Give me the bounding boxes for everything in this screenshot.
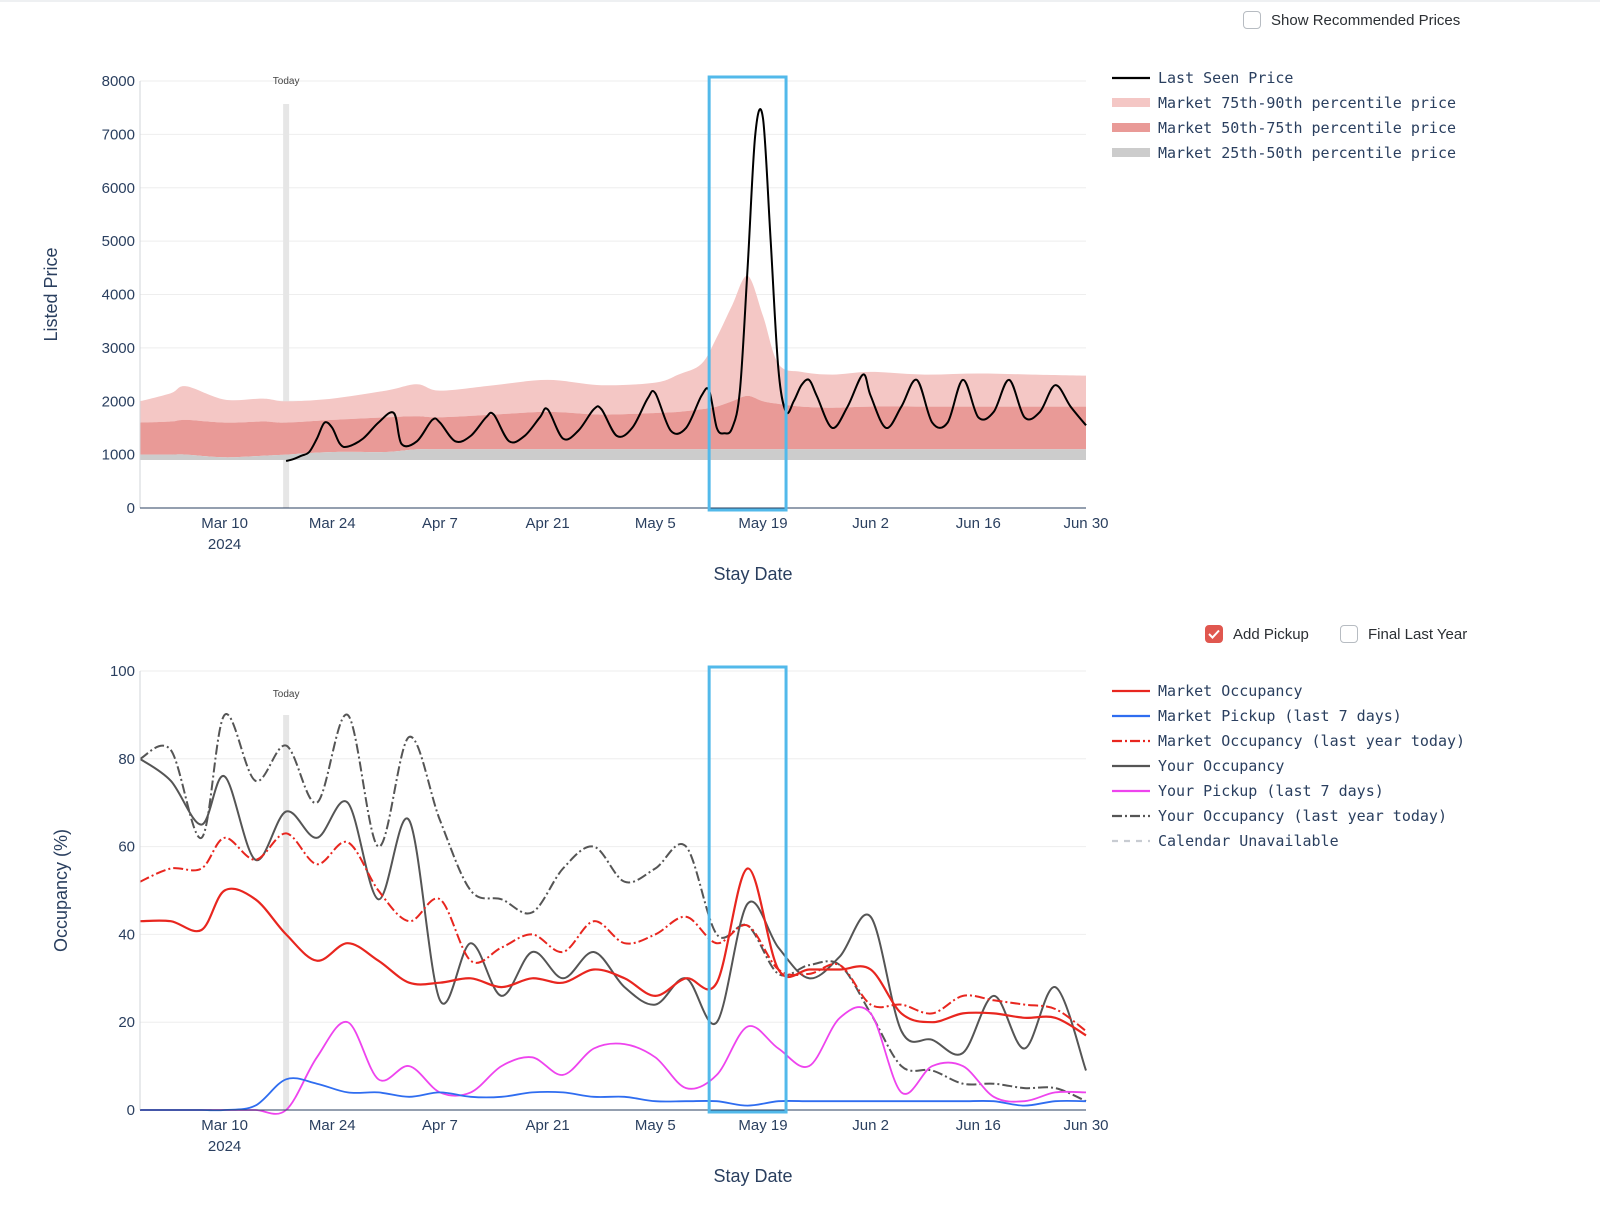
add-pickup-box[interactable] — [1205, 625, 1223, 643]
show-recommended-box[interactable] — [1243, 11, 1261, 29]
show-recommended-checkbox[interactable]: Show Recommended Prices — [1243, 11, 1460, 29]
y-axis-title: Listed Price — [41, 247, 61, 341]
x-tick-label: Jun 16 — [956, 515, 1001, 532]
highlight-box — [707, 75, 788, 512]
price-chart: 0 1000 2000 3000 4000 5000 6000 7000 8000 Today Ma… — [41, 69, 1456, 584]
legend-item-your-pickup-last-7-days: Your Pickup (last 7 days) — [1112, 782, 1384, 800]
x-tick-label: Apr 21 — [526, 515, 570, 532]
series-market-pickup-last-7-days — [139, 1077, 1087, 1112]
series-last-seen-price — [285, 108, 1087, 462]
x-tick-label: Mar 10 — [201, 1117, 248, 1134]
legend-item-last-seen-price: Last Seen Price — [1112, 69, 1293, 87]
x-tick-label: Jun 2 — [852, 1117, 889, 1134]
x-tick-label: Mar 24 — [309, 1117, 356, 1134]
legend-swatch — [1112, 123, 1150, 132]
x-axis-title: Stay Date — [713, 564, 792, 584]
today-marker — [283, 104, 290, 508]
y-tick-label: 60 — [118, 839, 135, 856]
legend-label: Market Occupancy — [1158, 682, 1303, 700]
y-tick-label: 8000 — [102, 73, 135, 90]
final-last-year-checkbox[interactable]: Final Last Year — [1340, 625, 1467, 643]
x-tick-label: Jun 16 — [956, 1117, 1001, 1134]
y-tick-label: 0 — [127, 500, 135, 517]
x-tick-label: May 19 — [738, 1117, 787, 1134]
legend-item-your-occupancy: Your Occupancy — [1112, 757, 1284, 775]
band-p75-90 — [140, 275, 1086, 423]
legend-label: Your Occupancy (last year today) — [1158, 807, 1447, 825]
x-tick-label: May 5 — [635, 515, 676, 532]
y-tick-label: 7000 — [102, 126, 135, 143]
legend-label: Last Seen Price — [1158, 69, 1293, 87]
band-p25-50 — [140, 449, 1086, 460]
legend-item-market-occupancy-last-year-today: Market Occupancy (last year today) — [1112, 732, 1465, 750]
x-tick-label: Jun 30 — [1063, 1117, 1108, 1134]
final-last-year-label: Final Last Year — [1368, 625, 1468, 643]
add-pickup-checkbox[interactable]: Add Pickup — [1205, 625, 1309, 643]
legend-label: Calendar Unavailable — [1158, 832, 1339, 850]
y-tick-label: 1000 — [102, 447, 135, 464]
series-your-occupancy — [139, 757, 1087, 1071]
y-tick-label: 100 — [110, 663, 135, 680]
y-tick-label: 20 — [118, 1014, 135, 1031]
y-tick-label: 5000 — [102, 233, 135, 250]
legend-label: Market Occupancy (last year today) — [1158, 732, 1465, 750]
show-recommended-label: Show Recommended Prices — [1271, 11, 1461, 29]
y-tick-label: 2000 — [102, 393, 135, 410]
legend-item-calendar-unavailable: Calendar Unavailable — [1112, 832, 1339, 850]
y-tick-label: 80 — [118, 751, 135, 768]
x-tick-label: Apr 21 — [526, 1117, 570, 1134]
final-last-year-box[interactable] — [1340, 625, 1358, 643]
legend-swatch — [1112, 98, 1150, 107]
x-year-label: 2024 — [208, 1138, 241, 1155]
legend-label: Market 25th-50th percentile price — [1158, 144, 1456, 162]
today-label: Today — [273, 76, 300, 87]
today-label: Today — [273, 689, 300, 700]
series-your-pickup-last-7-days — [139, 1006, 1087, 1115]
y-tick-label: 40 — [118, 926, 135, 943]
y-tick-label: 6000 — [102, 180, 135, 197]
y-tick-label: 4000 — [102, 287, 135, 304]
x-tick-label: May 19 — [738, 515, 787, 532]
legend-label: Market 50th-75th percentile price — [1158, 119, 1456, 137]
y-tick-label: 0 — [127, 1102, 135, 1119]
x-year-label: 2024 — [208, 536, 241, 553]
top-divider — [0, 0, 1600, 2]
x-tick-label: Jun 2 — [852, 515, 889, 532]
highlight-box — [707, 665, 788, 1114]
x-tick-label: Apr 7 — [422, 1117, 458, 1134]
legend-item-market-occupancy: Market Occupancy — [1112, 682, 1303, 700]
legend-label: Market 75th-90th percentile price — [1158, 94, 1456, 112]
add-pickup-label: Add Pickup — [1233, 625, 1309, 643]
legend-item-your-occupancy-last-year-today: Your Occupancy (last year today) — [1112, 807, 1447, 825]
legend-item-market-50th-75th-percentile-price: Market 50th-75th percentile price — [1112, 119, 1456, 137]
y-axis-title: Occupancy (%) — [51, 829, 71, 952]
x-tick-label: Apr 7 — [422, 515, 458, 532]
occupancy-chart: 0 20 40 60 80 100 Today Mar 10 Mar 24 Apr 7 Apr 21… — [51, 663, 1465, 1186]
x-axis-title: Stay Date — [713, 1166, 792, 1186]
band-p50-75 — [140, 395, 1086, 458]
x-tick-label: May 5 — [635, 1117, 676, 1134]
check-icon — [1208, 629, 1220, 639]
legend-item-market-75th-90th-percentile-price: Market 75th-90th percentile price — [1112, 94, 1456, 112]
legend-item-market-25th-50th-percentile-price: Market 25th-50th percentile price — [1112, 144, 1456, 162]
legend-label: Your Occupancy — [1158, 757, 1284, 775]
legend-swatch — [1112, 148, 1150, 157]
x-tick-label: Jun 30 — [1063, 515, 1108, 532]
legend-label: Market Pickup (last 7 days) — [1158, 707, 1402, 725]
x-tick-label: Mar 24 — [309, 515, 356, 532]
series-market-occupancy-last-year-today — [139, 832, 1087, 1032]
y-tick-label: 3000 — [102, 340, 135, 357]
today-marker — [283, 715, 290, 1110]
series-market-occupancy — [139, 867, 1087, 1037]
legend-item-market-pickup-last-7-days: Market Pickup (last 7 days) — [1112, 707, 1402, 725]
x-tick-label: Mar 10 — [201, 515, 248, 532]
legend-label: Your Pickup (last 7 days) — [1158, 782, 1384, 800]
